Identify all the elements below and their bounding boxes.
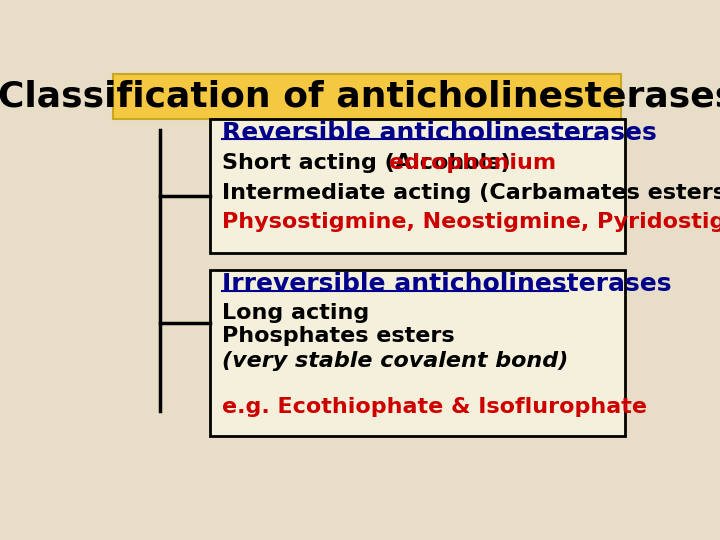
Text: edrophonium: edrophonium	[389, 153, 557, 173]
Text: e.g. Ecothiophate & Isoflurophate: e.g. Ecothiophate & Isoflurophate	[222, 397, 647, 417]
Text: Phosphates esters: Phosphates esters	[222, 326, 454, 346]
Text: Classification of anticholinesterases: Classification of anticholinesterases	[0, 79, 720, 113]
Text: Short acting (Alcohols): Short acting (Alcohols)	[222, 153, 518, 173]
Text: Long acting: Long acting	[222, 303, 369, 323]
FancyBboxPatch shape	[113, 74, 621, 119]
Text: Physostigmine, Neostigmine, Pyridostigmine: Physostigmine, Neostigmine, Pyridostigmi…	[222, 212, 720, 232]
Text: (very stable covalent bond): (very stable covalent bond)	[222, 351, 568, 372]
Text: Intermediate acting (Carbamates esters): Intermediate acting (Carbamates esters)	[222, 183, 720, 202]
FancyBboxPatch shape	[210, 119, 625, 253]
Text: Reversible anticholinesterases: Reversible anticholinesterases	[222, 120, 657, 145]
FancyBboxPatch shape	[210, 271, 625, 436]
Text: Irreversible anticholinesterases: Irreversible anticholinesterases	[222, 272, 671, 296]
